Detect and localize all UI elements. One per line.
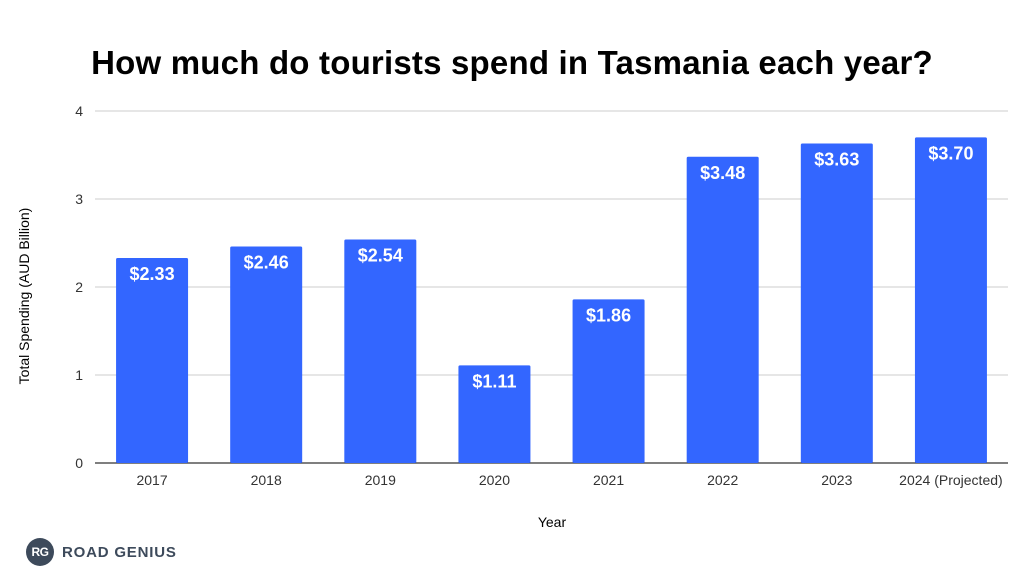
- bar: [572, 299, 645, 463]
- x-tick-label: 2018: [251, 472, 282, 488]
- x-axis-label: Year: [538, 514, 567, 530]
- bars: $2.33 $2.46 $2.54 $1.11 $1.86 $3.48 $3.63 $3.70: [116, 137, 987, 463]
- y-axis-ticks: 0 1 2 3 4: [75, 103, 83, 471]
- y-tick-label: 4: [75, 103, 83, 119]
- y-axis-label: Total Spending (AUD Billion): [16, 208, 32, 385]
- bar-data-label: $2.33: [130, 264, 175, 284]
- bar: [458, 365, 531, 463]
- x-tick-label: 2020: [479, 472, 510, 488]
- x-tick-label: 2021: [593, 472, 624, 488]
- bar-data-label: $2.46: [244, 253, 289, 273]
- bar-data-label: $1.11: [472, 371, 516, 391]
- x-tick-label: 2024 (Projected): [899, 472, 1003, 488]
- brand-name: ROAD GENIUS: [62, 543, 177, 561]
- bar-data-label: $1.86: [586, 305, 631, 325]
- y-tick-label: 1: [75, 367, 83, 383]
- bar-data-label: $3.63: [814, 150, 859, 170]
- bar: [914, 137, 987, 463]
- x-tick-label: 2019: [365, 472, 396, 488]
- bar-data-label: $2.54: [358, 245, 403, 265]
- brand-badge-icon: RG: [26, 538, 54, 566]
- y-tick-label: 0: [75, 455, 83, 471]
- bar: [344, 239, 417, 463]
- x-tick-label: 2022: [707, 472, 738, 488]
- x-tick-label: 2017: [136, 472, 167, 488]
- chart-title: How much do tourists spend in Tasmania e…: [91, 44, 933, 81]
- bar: [116, 257, 189, 463]
- bar-data-label: $3.48: [700, 163, 745, 183]
- bar: [800, 143, 873, 463]
- bar: [230, 246, 303, 463]
- bar: [686, 156, 759, 463]
- y-tick-label: 2: [75, 279, 83, 295]
- y-tick-label: 3: [75, 191, 83, 207]
- x-axis-ticks: 2017 2018 2019 2020 2021 2022 2023 2024 (Projec…: [136, 472, 1002, 488]
- x-tick-label: 2023: [821, 472, 852, 488]
- bar-data-label: $3.70: [928, 143, 973, 163]
- brand-logo: RG ROAD GENIUS: [26, 538, 177, 566]
